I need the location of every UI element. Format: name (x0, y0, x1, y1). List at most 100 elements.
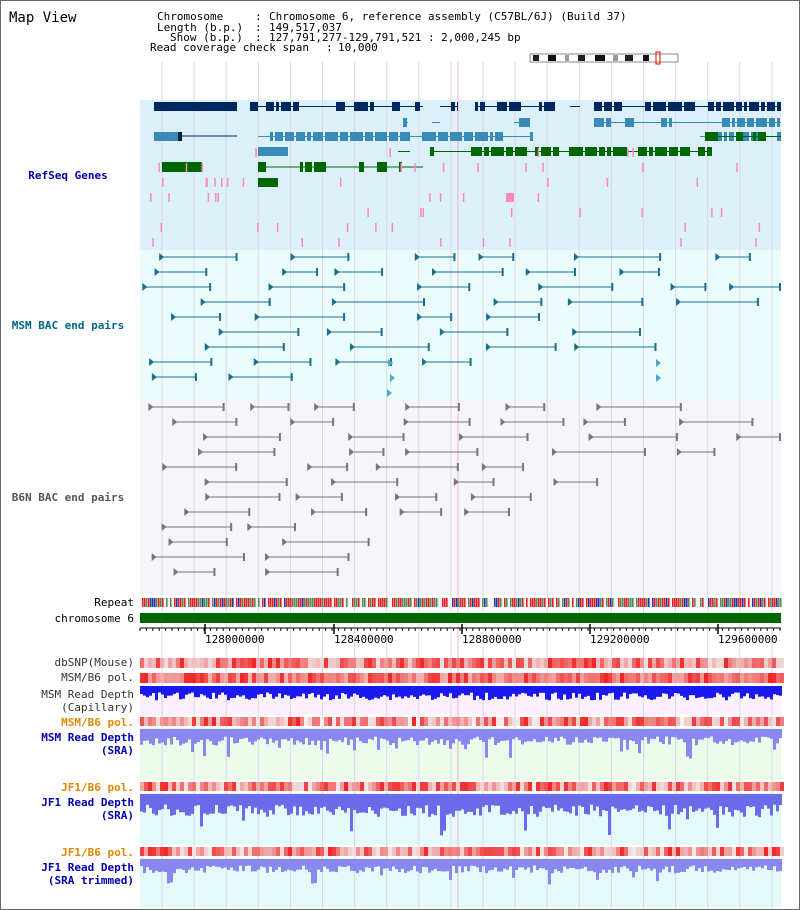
heat-cell (696, 782, 700, 791)
track-label-b6n-bac[interactable]: B6N BAC end pairs (11, 491, 125, 504)
heat-cell (772, 717, 776, 726)
heat-cell (732, 658, 736, 668)
repeat-mark (610, 598, 612, 607)
heat-cell (616, 658, 620, 668)
gene-tick (758, 223, 761, 232)
depth-bar (629, 729, 632, 741)
bac-end-marker (198, 448, 204, 456)
repeat-mark (658, 598, 660, 607)
depth-bar (542, 859, 545, 869)
depth-bar (638, 729, 641, 754)
heat-cell (668, 673, 672, 683)
depth-bar (494, 794, 497, 806)
repeat-mark (214, 598, 216, 607)
bac-end-marker (343, 313, 346, 321)
repeat-mark (478, 598, 480, 607)
depth-bar (203, 686, 206, 696)
repeat-mark (408, 598, 410, 607)
heat-cell (736, 673, 740, 683)
depth-bar (752, 686, 755, 700)
depth-bar (365, 794, 368, 813)
depth-bar (392, 729, 395, 744)
gene-tick (477, 163, 479, 172)
depth-bar (692, 859, 695, 866)
length-sep: : (255, 21, 262, 34)
heat-cell (364, 847, 368, 856)
bac-end-marker (553, 478, 559, 486)
heat-cell (200, 717, 204, 726)
depth-bar (425, 859, 428, 868)
repeat-mark (710, 598, 712, 607)
depth-bar (338, 794, 341, 807)
depth-bar (683, 729, 686, 743)
repeat-mark (456, 598, 458, 607)
bac-end-marker (346, 463, 349, 471)
depth-bar (734, 686, 737, 693)
bac-end-marker (254, 313, 260, 321)
heat-cell (352, 717, 356, 726)
depth-bar (764, 729, 767, 737)
heat-cell (456, 782, 460, 791)
heat-cell (716, 673, 720, 683)
heat-cell (472, 782, 476, 791)
depth-bar (725, 729, 728, 742)
depth-bar (296, 859, 299, 870)
depth-bar (698, 686, 701, 698)
track-label-msm-bac[interactable]: MSM BAC end pairs (11, 319, 125, 332)
heat-cell (436, 658, 440, 668)
repeat-mark (386, 598, 388, 607)
heat-cell (464, 782, 468, 791)
gene-tick (684, 223, 686, 232)
depth-bar (488, 859, 491, 871)
depth-bar (389, 729, 392, 746)
heat-cell (416, 658, 420, 668)
depth-bar (743, 686, 746, 697)
heat-cell (448, 717, 452, 726)
depth-bar (476, 859, 479, 868)
gene-exon (684, 102, 695, 111)
gene-tick (242, 178, 245, 187)
repeat-mark (370, 598, 372, 607)
heat-cell (508, 658, 512, 668)
heat-cell (332, 673, 336, 683)
depth-bar (674, 729, 677, 738)
heat-cell (500, 658, 504, 668)
repeat-mark (740, 598, 742, 607)
heat-cell (344, 717, 348, 726)
bac-end-marker (173, 568, 179, 576)
depth-bar (740, 729, 743, 741)
repeat-mark (624, 598, 626, 607)
gene-exon (495, 132, 503, 141)
depth-bar (323, 686, 326, 697)
heat-cell (456, 673, 460, 683)
heat-cell (152, 658, 156, 668)
depth-bar (614, 794, 617, 809)
bac-end-marker (440, 508, 443, 516)
track-label-refseq-genes[interactable]: RefSeq Genes (28, 169, 108, 182)
depth-bar (512, 794, 515, 812)
repeat-mark (420, 598, 422, 607)
repeat-mark (666, 598, 668, 607)
bac-end-marker (390, 374, 395, 382)
heat-cell (336, 658, 340, 668)
gene-exon (519, 118, 530, 127)
heat-cell (556, 658, 560, 668)
gene-tick (301, 238, 304, 247)
depth-bar (644, 859, 647, 870)
heat-cell (400, 847, 404, 856)
heat-cell (640, 847, 644, 856)
heat-cell (512, 658, 516, 668)
depth-bar (500, 729, 503, 741)
bac-end-marker (184, 508, 190, 516)
depth-bar (308, 686, 311, 694)
depth-bar (332, 729, 335, 741)
depth-bar (710, 794, 713, 811)
heat-cell (284, 847, 288, 856)
heat-cell (376, 658, 380, 668)
depth-bar (632, 794, 635, 809)
depth-bar (584, 729, 587, 740)
heat-cell (212, 782, 216, 791)
repeat-mark (418, 598, 420, 607)
depth-bar (320, 859, 323, 873)
